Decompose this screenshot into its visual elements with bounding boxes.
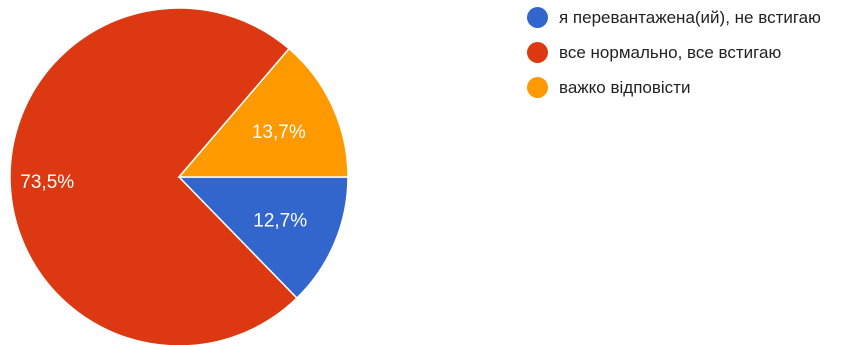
- pie-label-normal: 73,5%: [20, 172, 74, 193]
- legend-label-overloaded: я перевантажена(ий), не встигаю: [559, 8, 821, 27]
- legend-swatch-normal: [527, 42, 548, 63]
- legend-label-hard-to-answer: важко відповісти: [559, 78, 691, 97]
- legend: я перевантажена(ий), не встигаю все норм…: [527, 7, 857, 112]
- legend-item-hard-to-answer[interactable]: важко відповісти: [527, 77, 857, 101]
- pie-slice-hard-to-answer[interactable]: [177, 47, 349, 178]
- pie-slice-overloaded[interactable]: [177, 176, 349, 300]
- pie-slice-normal[interactable]: [9, 7, 298, 345]
- legend-item-overloaded[interactable]: я перевантажена(ий), не встигаю: [527, 7, 857, 31]
- pie-label-overloaded: 12,7%: [253, 211, 307, 232]
- pie-label-hard-to-answer: 13,7%: [252, 122, 306, 143]
- legend-swatch-overloaded: [527, 7, 548, 28]
- legend-item-normal[interactable]: все нормально, все встигаю: [527, 42, 857, 66]
- pie-chart: 12,7% 73,5% 13,7%: [9, 7, 349, 345]
- legend-swatch-hard-to-answer: [527, 77, 548, 98]
- legend-label-normal: все нормально, все встигаю: [559, 43, 782, 62]
